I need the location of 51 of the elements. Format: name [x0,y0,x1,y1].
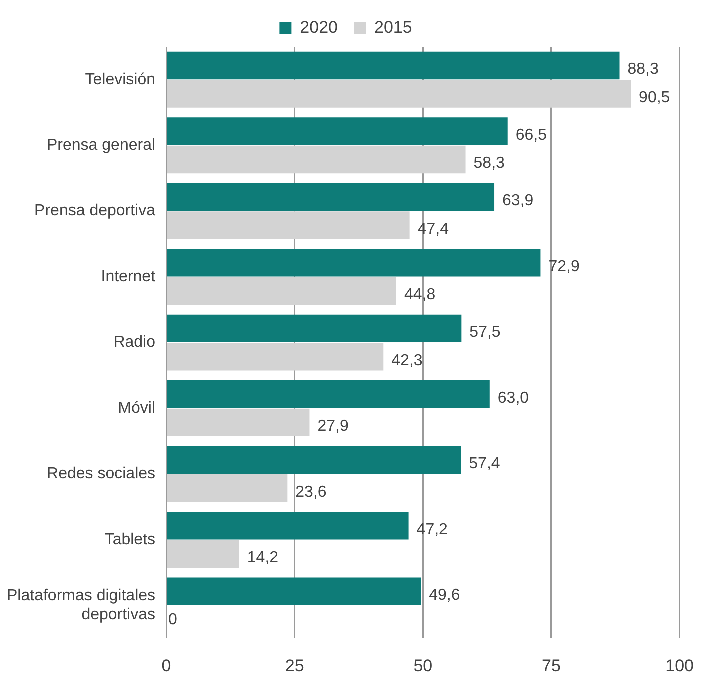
data-label: 47,2 [416,521,448,538]
data-label: 49,6 [429,587,460,604]
data-label: 66,5 [516,126,548,144]
y-tick-label: Redes sociales [47,466,156,483]
x-tick-label: 75 [542,656,561,676]
data-label: 14,2 [247,550,279,567]
y-tick-label: Prensa deportiva [34,202,156,220]
bar [167,249,541,277]
bar [167,277,396,306]
y-tick-label: Prensa general [47,137,156,154]
data-label: 72,9 [548,258,580,276]
legend-label: 2015 [374,18,412,38]
bar [167,380,490,408]
bar [167,52,620,80]
bar [167,474,288,502]
y-tick-label: Radio [114,334,156,352]
bar [167,540,240,568]
data-label: 47,4 [418,220,450,238]
data-label: 88,3 [628,61,660,78]
bar [167,512,409,540]
data-label: 42,3 [392,352,423,370]
x-tick-label: 0 [162,656,172,676]
x-tick-label: 25 [285,656,304,676]
data-label: 23,6 [296,484,327,501]
bar [167,80,632,108]
bar [167,446,462,474]
y-tick-label: Móvil [118,400,156,417]
bar [167,408,310,437]
legend-label: 2020 [300,18,338,38]
bar [167,146,466,174]
bar [167,578,422,606]
data-label: 57,4 [469,456,500,473]
data-label: 58,3 [474,155,506,172]
data-label: 63,0 [498,390,530,407]
y-tick-label: Televisión [85,71,156,88]
data-label: 63,9 [502,192,534,210]
bar [167,343,384,371]
data-label: 57,5 [470,324,501,342]
y-tick-label: Tablets [104,531,156,548]
bar [167,183,495,212]
x-tick-label: 100 [666,656,694,676]
data-label: 44,8 [404,286,436,304]
data-label: 0 [168,611,178,628]
bar [167,212,410,240]
data-label: 27,9 [318,418,349,436]
x-tick-label: 50 [414,656,433,676]
bar [167,118,508,146]
bar [167,314,462,343]
y-tick-label: Internet [101,268,156,286]
y-tick-label: Plataformas digitales deportivas [7,588,156,624]
data-label: 90,5 [639,89,670,106]
